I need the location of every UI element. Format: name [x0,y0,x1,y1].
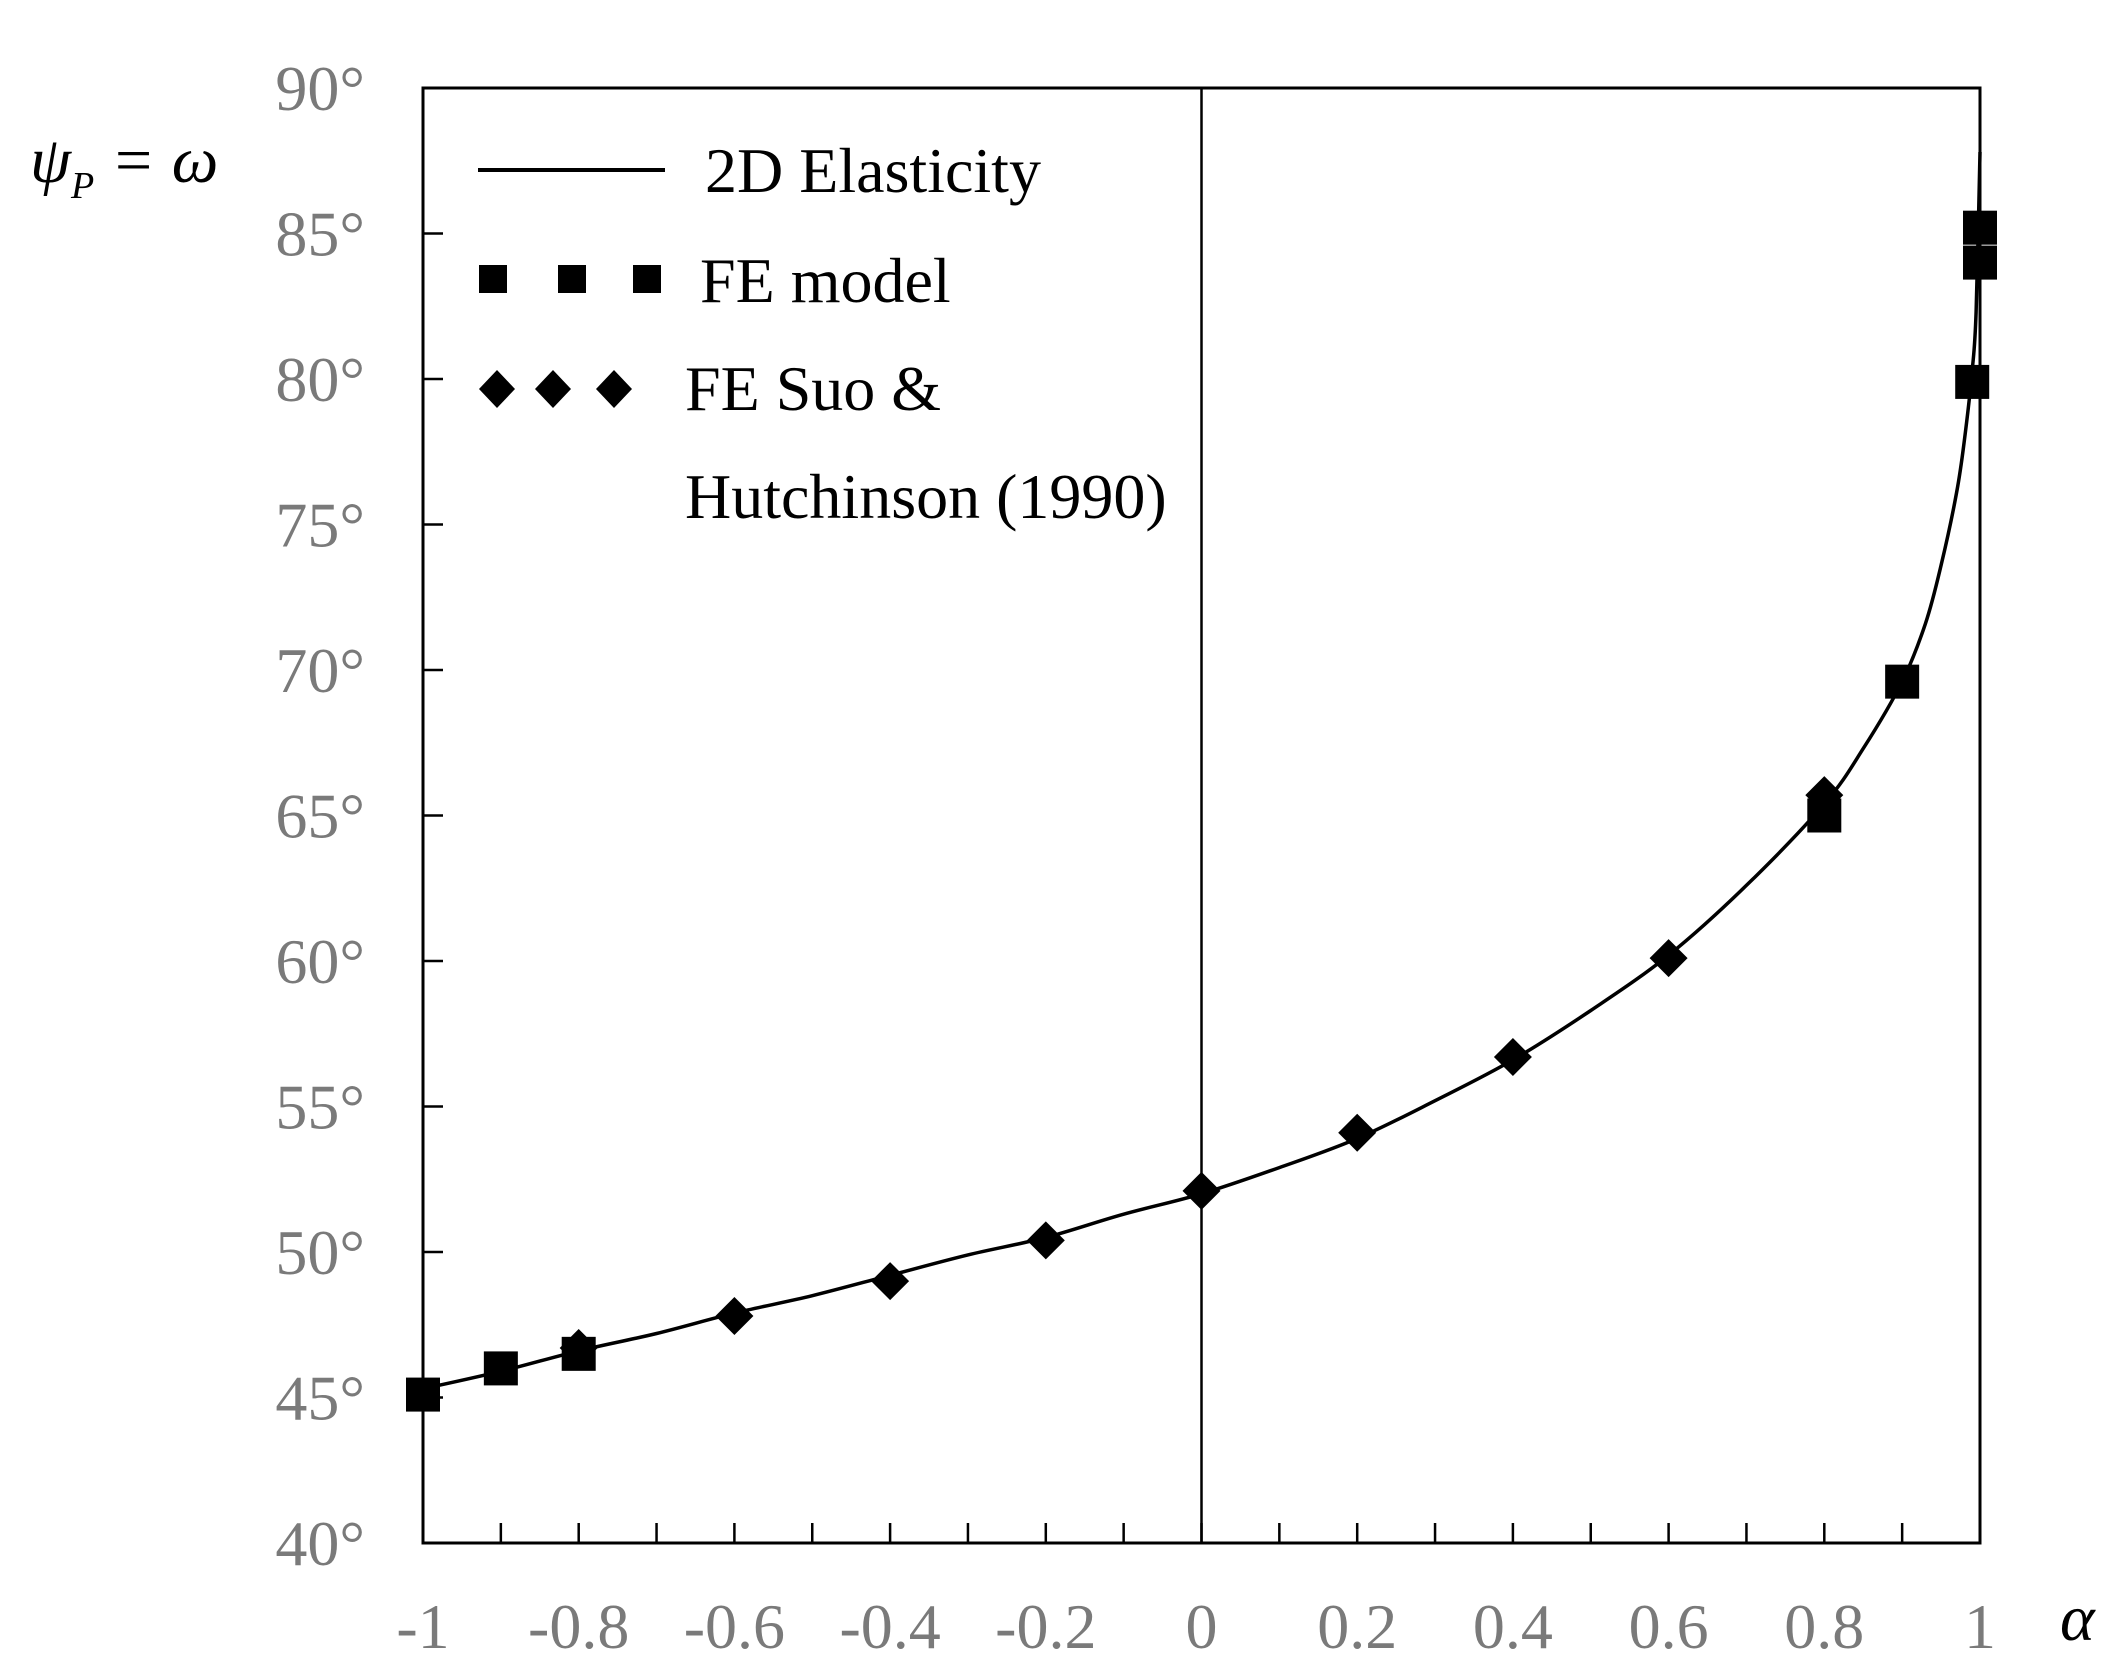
data-point-diamond [1649,939,1688,978]
data-point-square [1885,664,1920,699]
legend-diamond-marker [596,370,632,408]
x-tick-label: 0.8 [1784,1591,1864,1662]
data-point-square [1963,210,1997,245]
series-markers-fe-suo-hutchinson [559,776,1844,1368]
x-tick-label: 0.4 [1473,1591,1553,1662]
y-tick-label: 55° [275,1072,365,1143]
data-point-diamond [715,1297,754,1336]
y-tick-label: 85° [275,199,365,270]
data-point-diamond [1182,1171,1221,1210]
x-tick-label: -0.8 [528,1591,629,1662]
x-tick-label: -0.6 [684,1591,785,1662]
x-tick-label: 0 [1186,1591,1218,1662]
x-tick-labels: -1 -0.8 -0.6 -0.4 -0.2 0 0.2 0.4 0.6 0.8 1 [396,1591,1996,1662]
x-tick-label: 0.2 [1317,1591,1397,1662]
y-tick-label: 90° [275,53,365,124]
y-tick-label: 40° [275,1508,365,1579]
legend-label-2d-elasticity: 2D Elasticity [705,135,1041,206]
y-tick-label: 70° [275,635,365,706]
legend-label-fe-suo-hutchinson-line2: Hutchinson (1990) [685,461,1167,532]
data-point-square [406,1377,440,1412]
data-point-square [1955,364,1990,399]
data-point-square [1963,245,1997,280]
y-tick-label: 75° [275,490,365,561]
legend-label-fe-suo-hutchinson-line1: FE Suo & [685,353,941,424]
legend-diamond-marker [479,370,515,408]
legend-diamond-marker [535,370,571,408]
data-point-diamond [1493,1038,1532,1077]
y-tick-label: 50° [275,1217,365,1288]
data-point-square [1807,798,1842,833]
y-axis-title: ψP = ω [30,124,218,207]
y-tick-label: 65° [275,781,365,852]
data-point-square [483,1351,518,1386]
y-tick-label: 45° [275,1363,365,1434]
y-tick-label: 80° [275,344,365,415]
data-point-diamond [871,1262,910,1301]
x-tick-label: 1 [1964,1591,1996,1662]
x-tick-label: -1 [396,1591,449,1662]
x-tick-label: -0.2 [995,1591,1096,1662]
x-tick-label: -0.4 [839,1591,940,1662]
y-tick-label: 60° [275,926,365,997]
x-axis-title: α [2060,1582,2096,1655]
data-point-diamond [1026,1221,1065,1260]
legend-label-fe-model: FE model [700,245,951,316]
legend-square-marker [479,265,507,293]
legend: 2D Elasticity FE model FE Suo & Hutchins… [478,135,1167,532]
data-point-diamond [1338,1113,1377,1152]
legend-square-marker [558,265,586,293]
series-line-2d-elasticity [422,151,1982,1391]
y-tick-labels: 40° 45° 50° 55° 60° 65° 70° 75° 80° 85° 90° [275,53,365,1579]
series-markers-fe-model [406,210,1997,1412]
x-tick-label: 0.6 [1629,1591,1709,1662]
legend-square-marker [633,265,661,293]
data-point-square [561,1336,596,1371]
tick-marks [421,86,1982,1545]
